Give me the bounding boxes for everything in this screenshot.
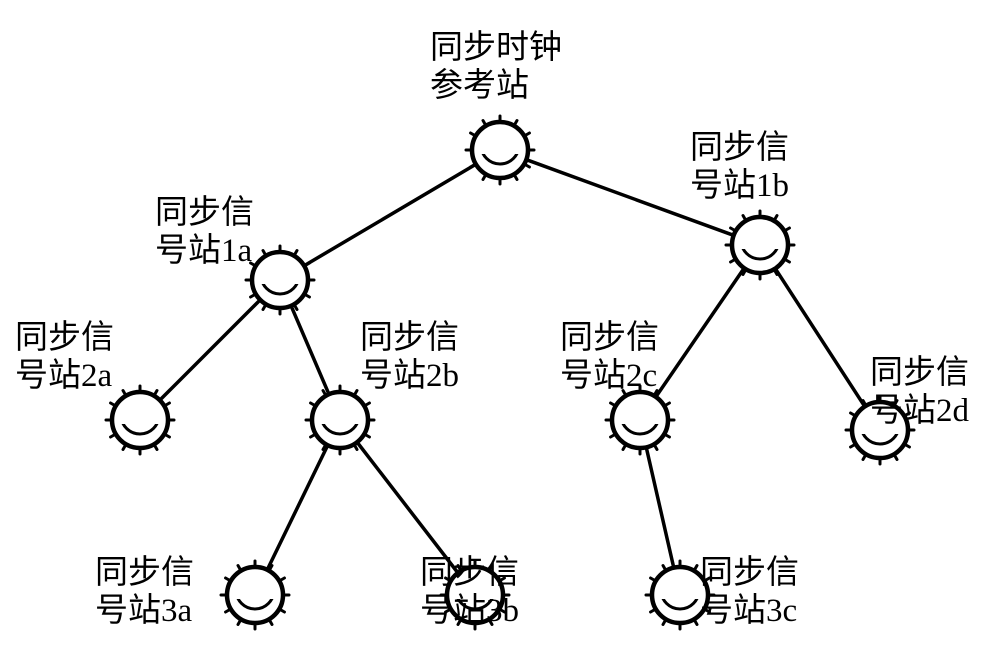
node-label: 同步信 号站2c	[560, 320, 659, 396]
node-label: 同步信 号站3a	[95, 555, 194, 631]
tree-node	[726, 211, 794, 279]
node-label: 同步信 号站2b	[360, 320, 459, 396]
node-label: 同步信 号站1a	[155, 195, 254, 271]
node-label: 同步信 号站1b	[690, 130, 789, 206]
node-label: 同步信 号站2a	[15, 320, 114, 396]
node-label: 同步信 号站2d	[870, 355, 969, 431]
tree-node	[466, 116, 534, 184]
node-label: 同步时钟 参考站	[430, 30, 562, 106]
node-label: 同步信 号站3b	[420, 555, 519, 631]
tree-node	[606, 386, 674, 454]
node-label: 同步信 号站3c	[700, 555, 799, 631]
tree-node	[221, 561, 289, 629]
tree-node	[306, 386, 374, 454]
diagram-stage: 同步时钟 参考站同步信 号站1a 同步信 号站1b 同步信 号站2a 同步信 号站2b…	[0, 0, 1000, 669]
